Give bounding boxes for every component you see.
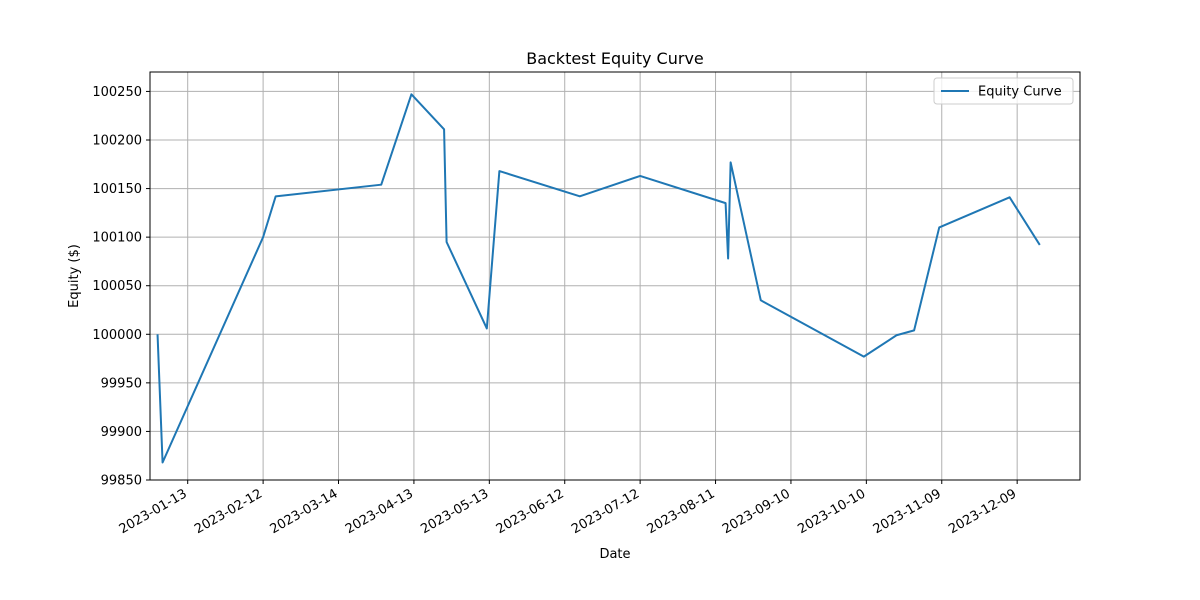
- y-tick-label: 100150: [92, 182, 142, 197]
- y-tick-label: 99950: [101, 376, 142, 391]
- y-axis: 99850 99900 99950 100000 100050 100100 100150 1…: [92, 85, 150, 489]
- y-axis-label: Equity ($): [67, 244, 82, 308]
- y-tick-label: 100100: [92, 231, 142, 246]
- grid: [150, 72, 1080, 481]
- y-tick-label: 100000: [92, 328, 142, 343]
- y-tick-label: 100200: [92, 134, 142, 149]
- series-lines: [156, 93, 1041, 464]
- chart-title: Backtest Equity Curve: [526, 49, 704, 68]
- y-tick-label: 100050: [92, 279, 142, 294]
- legend-label: Equity Curve: [978, 85, 1062, 100]
- plot-frame: [149, 71, 1081, 481]
- series-line-equity-curve: [156, 93, 1041, 464]
- x-axis-label: Date: [599, 547, 630, 562]
- y-tick-label: 100250: [92, 85, 142, 100]
- legend: Equity Curve: [933, 77, 1074, 105]
- y-tick-label: 99850: [101, 474, 142, 489]
- legend-box: [933, 77, 1074, 105]
- y-tick-label: 99900: [101, 425, 142, 440]
